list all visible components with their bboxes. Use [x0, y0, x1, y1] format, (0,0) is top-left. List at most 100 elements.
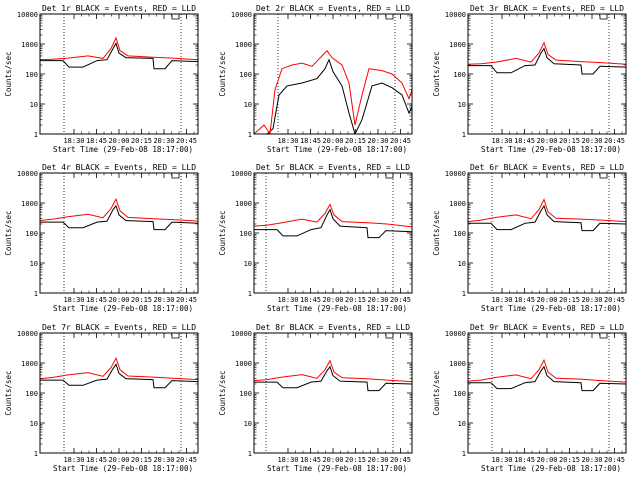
x-axis-label: Start Time (29-Feb-08 18:17:00): [267, 304, 407, 313]
y-tick-label: 10000: [17, 170, 38, 178]
x-tick-label: 20:45: [176, 137, 197, 145]
y-tick-label: 1000: [449, 200, 466, 208]
chart-panel-7: Det 7r BLACK = Events, RED = LLD 1 10 100 10…: [4, 323, 199, 473]
y-tick-label: 1: [248, 290, 252, 298]
chart-title: Det 4r BLACK = Events, RED = LLD: [42, 163, 196, 172]
x-tick-label: 20:00: [322, 296, 343, 304]
chart-panel-4: Det 4r BLACK = Events, RED = LLD 1 10 100 10…: [4, 163, 199, 313]
y-tick-label: 10: [458, 101, 466, 109]
x-tick-label: 20:45: [176, 296, 197, 304]
y-tick-label: 1: [34, 131, 38, 139]
x-tick-label: 20:15: [345, 296, 366, 304]
events-series-line: [40, 204, 198, 231]
y-tick-label: 10: [30, 260, 38, 268]
chart-title: Det 2r BLACK = Events, RED = LLD: [256, 4, 410, 13]
x-tick-label: 20:00: [536, 456, 557, 464]
x-tick-label: 20:00: [536, 296, 557, 304]
x-tick-label: 18:30: [491, 456, 512, 464]
x-tick-label: 20:15: [559, 456, 580, 464]
interval-marker: [385, 15, 394, 20]
y-axis-label: Counts/sec: [4, 51, 13, 96]
lld-series-line: [254, 49, 412, 134]
y-tick-label: 10: [30, 420, 38, 428]
interval-marker: [385, 174, 394, 179]
x-tick-label: 18:30: [277, 456, 298, 464]
lld-series-line: [40, 36, 198, 61]
x-tick-label: 18:30: [63, 296, 84, 304]
y-tick-label: 100: [25, 71, 38, 79]
y-tick-label: 1: [248, 131, 252, 139]
x-tick-label: 20:15: [559, 137, 580, 145]
x-tick-label: 20:15: [345, 456, 366, 464]
x-tick-label: 20:30: [581, 296, 602, 304]
y-tick-label: 10: [30, 101, 38, 109]
x-tick-label: 18:30: [491, 296, 512, 304]
x-axis-label: Start Time (29-Feb-08 18:17:00): [481, 145, 621, 154]
events-series-line: [254, 58, 412, 134]
lld-series-line: [40, 356, 198, 381]
x-tick-label: 18:45: [86, 137, 107, 145]
x-tick-label: 20:45: [604, 137, 625, 145]
y-axis-label: Counts/sec: [432, 210, 441, 255]
y-axis-label: Counts/sec: [218, 51, 227, 96]
chart-panel-8: Det 8r BLACK = Events, RED = LLD 1 10 100 10…: [218, 323, 413, 473]
x-tick-label: 20:00: [322, 137, 343, 145]
interval-marker: [171, 174, 180, 179]
x-tick-label: 18:45: [300, 137, 321, 145]
y-axis-label: Counts/sec: [4, 210, 13, 255]
y-tick-label: 10000: [231, 330, 252, 338]
lld-series-line: [40, 197, 198, 222]
lld-series-line: [468, 41, 626, 65]
y-tick-label: 1: [34, 290, 38, 298]
lld-series-line: [468, 198, 626, 223]
y-tick-label: 1000: [21, 200, 38, 208]
x-tick-label: 20:00: [108, 296, 129, 304]
y-tick-label: 100: [453, 230, 466, 238]
y-tick-label: 1000: [235, 200, 252, 208]
events-series-line: [468, 365, 626, 392]
events-series-line: [468, 47, 626, 75]
y-tick-label: 1: [462, 450, 466, 458]
y-tick-label: 10: [458, 260, 466, 268]
x-axis-label: Start Time (29-Feb-08 18:17:00): [53, 304, 193, 313]
plot-frame: [253, 332, 413, 454]
y-tick-label: 100: [25, 390, 38, 398]
interval-marker: [171, 334, 180, 339]
x-tick-label: 18:30: [277, 296, 298, 304]
x-tick-label: 20:15: [131, 137, 152, 145]
x-tick-label: 20:30: [581, 456, 602, 464]
y-tick-label: 10: [244, 260, 252, 268]
y-tick-label: 100: [239, 230, 252, 238]
events-series-line: [40, 42, 198, 70]
chart-title: Det 5r BLACK = Events, RED = LLD: [256, 163, 410, 172]
chart-panel-1: Det 1r BLACK = Events, RED = LLD 1 10 100 10…: [4, 4, 199, 154]
y-tick-label: 1: [462, 290, 466, 298]
x-tick-label: 20:00: [536, 137, 557, 145]
chart-panel-5: Det 5r BLACK = Events, RED = LLD 1 10 100 10…: [218, 163, 413, 313]
x-axis-label: Start Time (29-Feb-08 18:17:00): [53, 145, 193, 154]
plot-frame: [253, 172, 413, 294]
chart-title: Det 8r BLACK = Events, RED = LLD: [256, 323, 410, 332]
x-tick-label: 20:30: [581, 137, 602, 145]
interval-marker: [385, 334, 394, 339]
x-tick-label: 20:00: [108, 456, 129, 464]
chart-title: Det 7r BLACK = Events, RED = LLD: [42, 323, 196, 332]
chart-title: Det 3r BLACK = Events, RED = LLD: [470, 4, 624, 13]
x-tick-label: 18:45: [86, 456, 107, 464]
interval-marker: [599, 174, 608, 179]
x-tick-label: 20:30: [153, 137, 174, 145]
y-tick-label: 100: [453, 390, 466, 398]
x-tick-label: 20:45: [176, 456, 197, 464]
y-tick-label: 10000: [231, 11, 252, 19]
chart-panel-9: Det 9r BLACK = Events, RED = LLD 1 10 100 10…: [432, 323, 627, 473]
y-tick-label: 10: [244, 420, 252, 428]
y-axis-label: Counts/sec: [432, 51, 441, 96]
y-tick-label: 10: [244, 101, 252, 109]
x-axis-label: Start Time (29-Feb-08 18:17:00): [267, 464, 407, 473]
chart-panel-3: Det 3r BLACK = Events, RED = LLD 1 10 100 10…: [432, 4, 627, 154]
chart-title: Det 1r BLACK = Events, RED = LLD: [42, 4, 196, 13]
x-tick-label: 20:15: [345, 137, 366, 145]
x-tick-label: 18:30: [277, 137, 298, 145]
x-tick-label: 18:30: [63, 137, 84, 145]
